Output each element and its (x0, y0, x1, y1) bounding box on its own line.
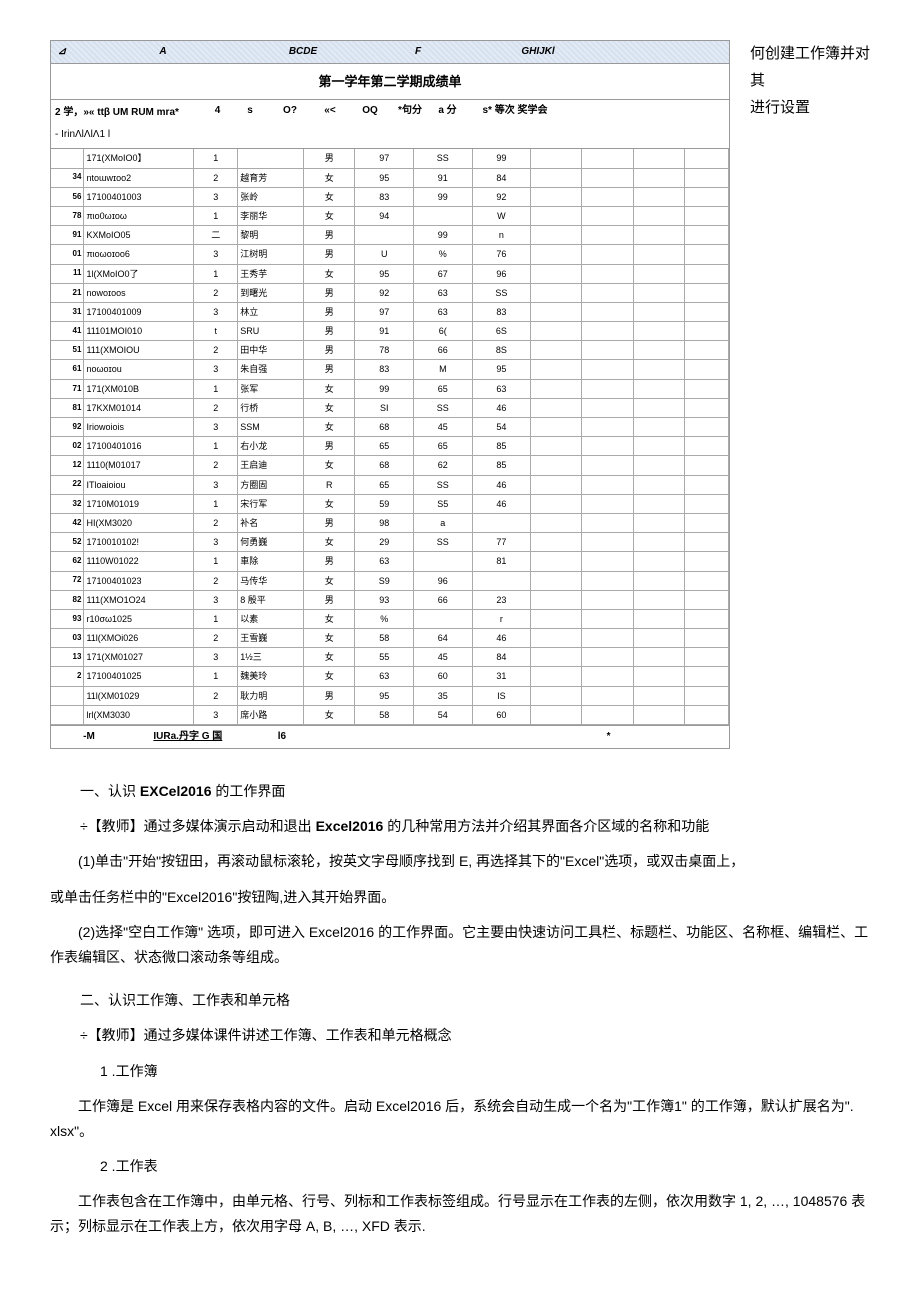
table-row: lrl(XM30303席小路女585460 (51, 705, 729, 724)
teacher-line-2: ÷【教师】通过多媒体课件讲述工作簿、工作表和单元格概念 (80, 1023, 870, 1048)
num-1: 1 .工作簿 (100, 1059, 870, 1084)
table-row: 82111(XMO1O2438 殷平男936623 (51, 590, 729, 609)
sheet-title: 第一学年第二学期成绩单 (51, 64, 729, 100)
column-header-row: ⊿ A BCDE F GHIJKl (51, 41, 729, 64)
spreadsheet-screenshot: ⊿ A BCDE F GHIJKl 第一学年第二学期成绩单 2 学，»« ttβ… (50, 40, 730, 749)
table-row: 56171004010033张岭女839992 (51, 187, 729, 206)
table-row: 02171004010161右小龙男656585 (51, 437, 729, 456)
table-row: 91KXMoIO05二黎明男99n (51, 226, 729, 245)
table-row: 8117KXM010142行桥女SISS46 (51, 398, 729, 417)
table-row: 78πιo0ωɪoω1李丽华女94W (51, 206, 729, 225)
table-row: 321710M010191宋行军女59S546 (51, 494, 729, 513)
table-row: 93r10σω10251以素女%r (51, 609, 729, 628)
sheet-footer: -M IURa.丹字 G 国 l6 * (51, 725, 729, 748)
teacher-line-1: ÷【教师】通过多媒体演示启动和退出 Excel2016 的几种常用方法并介绍其界… (80, 814, 870, 839)
heading-1: 一、认识 EXCel2016 的工作界面 (80, 779, 870, 804)
num-2: 2 .工作表 (100, 1154, 870, 1179)
data-table: 171(XMoIO0】1男97SS9934ntoɯwɪoo22越育芳女95918… (51, 149, 729, 725)
paragraph-3: 工作簿是 Excel 用来保存表格内容的文件。启动 Excel2016 后，系统… (50, 1094, 870, 1144)
table-row: 31171004010093林立男976383 (51, 302, 729, 321)
table-row: 22ITloaioiou3方圈固R65SS46 (51, 475, 729, 494)
table-row: 42HI(XM30202补名男98a (51, 513, 729, 532)
paragraph-4: 工作表包含在工作簿中，由单元格、行号、列标和工作表标签组成。行号显示在工作表的左… (50, 1189, 870, 1239)
table-row: 13171(XM0102731½三女554584 (51, 648, 729, 667)
table-row: 621110W010221車除男6381 (51, 552, 729, 571)
table-row: 34ntoɯwɪoo22越育芳女959184 (51, 168, 729, 187)
table-row: 4111101MOI010tSRU男916(6S (51, 322, 729, 341)
table-row: 121110(M010172王启迪女686285 (51, 456, 729, 475)
paragraph-1b: 或单击任务栏中的"Excel2016"按钮陶,进入其开始界面。 (50, 885, 870, 910)
table-row: 0311l(XMOi0262王雪巍女586446 (51, 629, 729, 648)
paragraph-1a: (1)单击"开始"按钮田，再滚动鼠标滚轮，按英文字母顺序找到 E, 再选择其下的… (50, 849, 870, 874)
table-row: 72171004010232马传华女S996 (51, 571, 729, 590)
sub-header-row: 2 学，»« ttβ UM RUM mra* - IrinΛlΛlΛ1 l 4 … (51, 100, 729, 149)
table-row: 111l(XMoIO0了1王秀芋女956796 (51, 264, 729, 283)
table-row: 521710010102!3何勇巍女29SS77 (51, 533, 729, 552)
side-note: 何创建工作簿并对其 进行设置 (750, 40, 870, 121)
table-row: 21nowoɪoos2到曙光男9263SS (51, 283, 729, 302)
table-row: 01πιoωoɪoo63江树明男U%76 (51, 245, 729, 264)
table-row: 61noωoɪou3朱自强男83M95 (51, 360, 729, 379)
heading-2: 二、认识工作簿、工作表和单元格 (80, 988, 870, 1013)
table-row: 92Iriowoiois3SSM女684554 (51, 418, 729, 437)
paragraph-2: (2)选择"空白工作簿" 选项，即可进入 Excel2016 的工作界面。它主要… (50, 920, 870, 970)
table-row: 11l(XM010292耿力明男9535IS (51, 686, 729, 705)
table-row: 51111(XMOIOU2田中华男78668S (51, 341, 729, 360)
table-row: 2171004010251魏美玲女636031 (51, 667, 729, 686)
table-row: 171(XMoIO0】1男97SS99 (51, 149, 729, 168)
table-row: 71171(XM010B1张军女996563 (51, 379, 729, 398)
